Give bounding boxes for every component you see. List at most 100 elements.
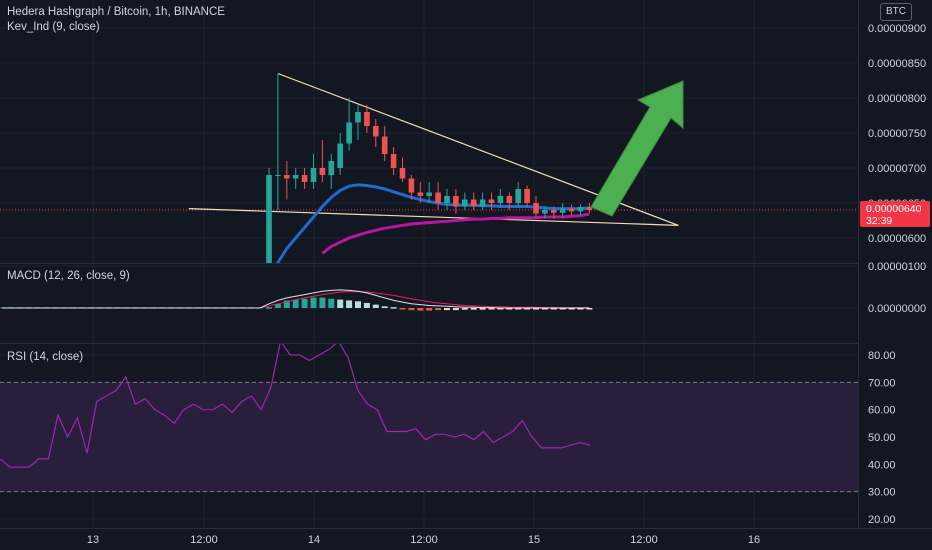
candle-body	[435, 192, 441, 203]
macd-histogram-bar	[355, 301, 361, 308]
rsi-tick-label: 80.00	[868, 350, 896, 362]
candle-body	[515, 189, 521, 203]
candle-body	[284, 175, 290, 179]
chart-title: Hedera Hashgraph / Bitcoin, 1h, BINANCE	[7, 6, 225, 18]
candle-body	[408, 178, 415, 193]
candle-body	[559, 208, 566, 213]
candle-body	[399, 168, 406, 179]
macd-histogram-bar	[408, 308, 415, 311]
current-price-label: 0.00000640	[866, 203, 922, 215]
candle-body	[524, 189, 530, 203]
candle-body	[453, 196, 459, 207]
candle-body	[364, 112, 370, 126]
candle-body	[381, 136, 388, 154]
rsi-tick-label: 30.00	[868, 487, 896, 499]
rsi-tick-label: 50.00	[868, 432, 896, 444]
candle-body	[310, 168, 317, 182]
macd-histogram-bar	[533, 308, 539, 310]
candle-body	[328, 161, 335, 175]
macd-histogram-bar	[479, 308, 486, 310]
indicator-legend[interactable]: Kev_Ind (9, close)	[7, 21, 100, 33]
candle-body	[577, 207, 584, 212]
macd-lines	[2, 289, 590, 309]
bullish-arrow[interactable]	[590, 80, 684, 217]
candle-body	[390, 154, 397, 168]
macd-histogram-bar	[274, 303, 281, 308]
price-tick-label: 0.00000900	[868, 23, 926, 35]
arrow-icon	[590, 80, 684, 217]
candle-body	[488, 199, 495, 203]
candle-body	[506, 196, 513, 203]
macd-histogram-bar	[444, 308, 450, 311]
candle-body	[292, 175, 299, 179]
macd-histogram-bar	[550, 308, 557, 310]
rsi-tick-label: 20.00	[868, 514, 896, 526]
current-price-tag: 0.00000640 32:39	[860, 201, 930, 227]
rsi-tick-label: 60.00	[868, 405, 896, 417]
macd-histogram-bar	[310, 297, 317, 308]
macd-histogram-bar	[390, 307, 397, 309]
macd-histogram-bar	[283, 300, 290, 308]
macd-histogram-bar	[337, 299, 344, 308]
candles	[266, 73, 593, 263]
macd-histogram-bar	[497, 308, 504, 310]
rsi-band	[0, 382, 858, 492]
macd-legend[interactable]: MACD (12, 26, close, 9)	[7, 270, 130, 282]
macd-histogram-bar	[586, 308, 593, 310]
time-tick-label: 15	[528, 534, 540, 546]
candle-body	[346, 122, 352, 144]
macd-histogram-bar	[568, 308, 575, 310]
macd-histogram-bar	[470, 308, 477, 310]
macd-histogram-bar	[328, 298, 335, 308]
candle-body	[551, 210, 557, 213]
macd-histogram-bar	[346, 300, 353, 308]
macd-histogram-bar	[461, 308, 468, 310]
macd-tick-label: 0.00000000	[868, 303, 926, 315]
macd-histogram-bar	[524, 308, 531, 310]
macd-histogram-bar	[577, 308, 584, 310]
candle-body	[266, 175, 272, 263]
macd-histogram-bar	[426, 308, 433, 311]
candle-body	[417, 192, 424, 196]
candle-body	[568, 208, 575, 212]
macd-pane[interactable]	[0, 289, 593, 311]
macd-histogram-bar	[559, 308, 566, 310]
macd-histogram-bar	[435, 308, 442, 311]
rsi-pane[interactable]	[0, 341, 858, 493]
candle-body	[586, 207, 593, 210]
price-pane[interactable]	[0, 72, 858, 281]
candle-body	[533, 203, 539, 214]
candle-body	[301, 175, 308, 182]
macd-histogram-bar	[319, 297, 326, 308]
macd-histogram-bar	[381, 306, 388, 308]
macd-tick-label: 0.00000100	[868, 261, 926, 273]
time-tick-label: 12:00	[190, 534, 218, 546]
macd-histogram-bar	[301, 298, 308, 308]
rsi-legend[interactable]: RSI (14, close)	[7, 351, 84, 363]
candle-body	[444, 196, 450, 203]
currency-badge[interactable]: BTC	[880, 3, 912, 21]
candle-body	[542, 210, 548, 214]
price-tick-label: 0.00000800	[868, 93, 926, 105]
rsi-tick-label: 40.00	[868, 459, 896, 471]
candle-body	[470, 199, 477, 207]
candle-body	[497, 196, 504, 203]
candle-body	[355, 112, 361, 123]
candle-body	[337, 143, 343, 168]
candle-body	[479, 199, 486, 207]
candle-body	[319, 168, 326, 175]
macd-histogram-bar	[506, 308, 513, 310]
price-tick-label: 0.00000850	[868, 58, 926, 70]
price-tick-label: 0.00000700	[868, 163, 926, 175]
time-tick-label: 16	[748, 534, 760, 546]
macd-histogram-bar	[541, 308, 548, 310]
price-tick-label: 0.00000750	[868, 128, 926, 140]
macd-histogram-bar	[488, 308, 495, 310]
time-tick-label: 12:00	[630, 534, 658, 546]
rsi-line	[0, 344, 591, 468]
candle-body	[275, 175, 281, 176]
macd-line	[2, 289, 590, 309]
rsi-tick-label: 70.00	[868, 377, 896, 389]
macd-histogram-bar	[399, 308, 406, 310]
